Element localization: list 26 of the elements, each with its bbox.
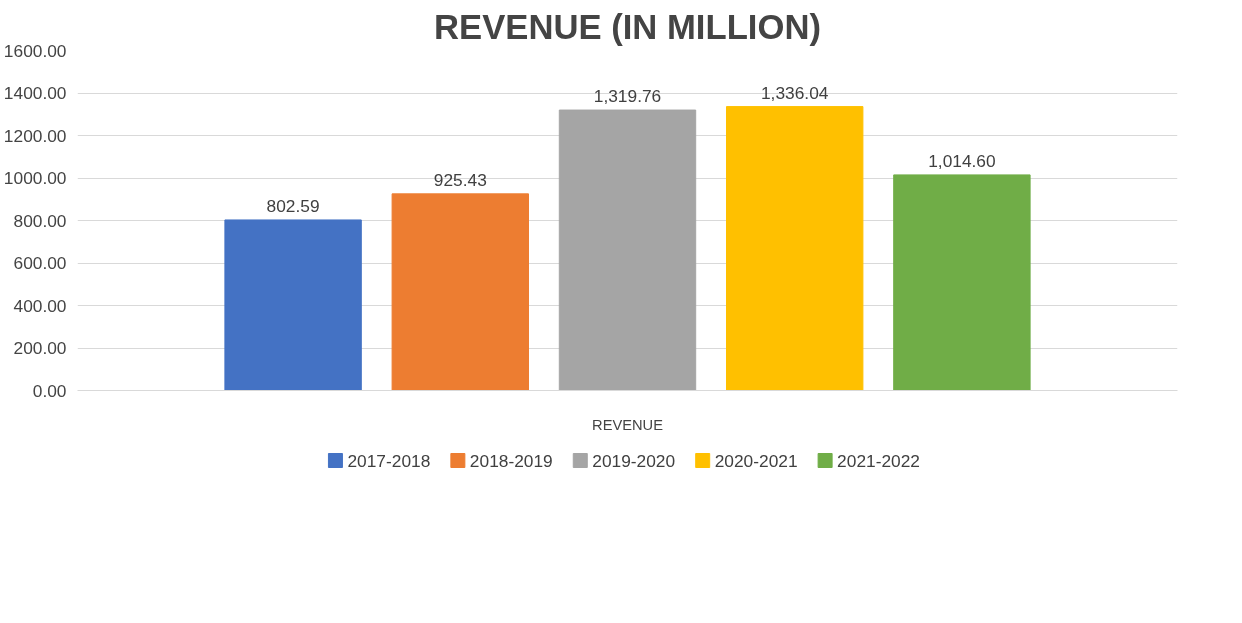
y-tick-label: 800.00	[13, 210, 67, 231]
legend-label: 2018-2019	[469, 450, 553, 471]
x-tick-label: REVENUE	[592, 416, 664, 433]
y-tick-label: 1000.00	[3, 168, 67, 188]
y-tick-label: 1600.00	[3, 40, 67, 61]
legend-label: 2021-2022	[837, 450, 920, 471]
y-tick-label: 200.00	[13, 338, 67, 358]
bar	[224, 219, 362, 391]
bar	[391, 193, 529, 391]
data-label: 925.43	[433, 169, 487, 190]
legend-label: 2017-2018	[347, 450, 431, 471]
data-label: 1,014.60	[928, 150, 996, 171]
y-tick-label: 1400.00	[3, 83, 67, 103]
data-label: 1,319.76	[593, 86, 662, 107]
data-label: 802.59	[266, 195, 320, 216]
legend-label: 2019-2020	[592, 450, 676, 471]
bar	[726, 106, 864, 391]
y-tick-label: 1200.00	[3, 125, 67, 146]
chart-title: REVENUE (IN MILLION)	[434, 7, 822, 46]
data-label: 1,336.04	[760, 82, 829, 103]
legend-label: 2020-2021	[714, 450, 798, 471]
y-tick-label: 400.00	[13, 295, 67, 316]
bar	[893, 174, 1031, 391]
y-tick-label: 600.00	[13, 253, 67, 273]
y-tick-label: 0.00	[32, 380, 67, 401]
bar	[558, 109, 697, 391]
